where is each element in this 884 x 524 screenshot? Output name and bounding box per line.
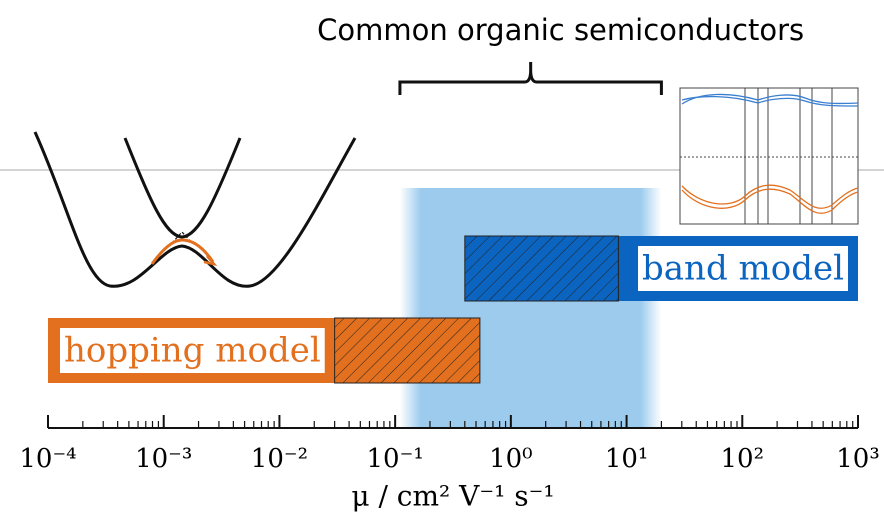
brace bbox=[398, 62, 663, 95]
band-inset bbox=[679, 87, 859, 225]
tick-label: 10² bbox=[721, 444, 765, 474]
hopping-inset bbox=[33, 131, 357, 288]
highlight-layer: Common organic semiconductors bbox=[317, 13, 804, 428]
hatched-region bbox=[464, 235, 619, 302]
tick-label: 10³ bbox=[836, 444, 880, 474]
label-box bbox=[638, 246, 848, 291]
tick-label: 10⁻³ bbox=[135, 444, 192, 474]
range-label: band model bbox=[642, 249, 844, 289]
tick-label: 10⁻⁴ bbox=[19, 444, 76, 474]
ranges-layer: hopping model band model bbox=[48, 235, 858, 384]
axis-label: μ / cm² V⁻¹ s⁻¹ bbox=[351, 480, 554, 513]
tick-label: 10⁰ bbox=[489, 444, 533, 474]
hatched-region bbox=[334, 317, 481, 384]
highlight-label: Common organic semiconductors bbox=[317, 13, 804, 47]
axis: 10⁻⁴ 10⁻³ 10⁻² 10⁻¹ 10⁰ 10¹ 10² 10³ μ / cm² V⁻¹ … bbox=[19, 415, 880, 513]
highlight-band bbox=[399, 188, 662, 428]
tick-label: 10⁻¹ bbox=[367, 444, 424, 474]
tick-label: 10⁻² bbox=[251, 444, 308, 474]
label-box bbox=[60, 328, 325, 373]
tick-label: 10¹ bbox=[605, 444, 649, 474]
range-label: hopping model bbox=[64, 331, 321, 371]
